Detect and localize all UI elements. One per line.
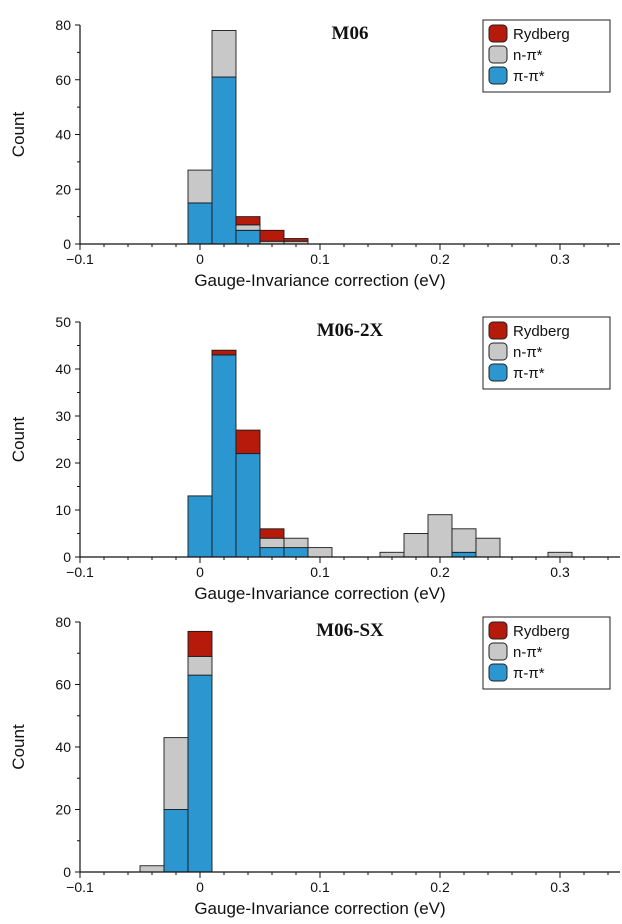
chart-title: M06: [332, 23, 369, 44]
bar-pi-pi-2: [235, 229, 261, 245]
chart-title: M06-2X: [317, 320, 384, 341]
legend-label-pi-pi: π-π*: [513, 365, 545, 382]
y-axis-label: Count: [9, 417, 28, 463]
bar-pi-pi-4: [283, 547, 309, 558]
legend-label-n-pi: n-π*: [513, 344, 543, 361]
x-tick-label: 0.1: [310, 251, 330, 267]
bar-n-pi-2: [235, 224, 261, 231]
y-tick-label: 30: [55, 408, 71, 424]
x-tick-label: 0.1: [310, 564, 330, 580]
y-tick-label: 40: [55, 739, 71, 755]
x-tick-label: 0.3: [550, 251, 570, 267]
x-tick-label: 0: [196, 251, 204, 267]
bar-pi-pi-1: [163, 809, 189, 873]
legend: Rydberg n-π* π-π*: [482, 19, 611, 93]
bar-rydberg-3: [259, 229, 285, 242]
bar-rydberg-3: [259, 528, 285, 539]
legend-swatch-rydberg: [488, 24, 508, 43]
bar-pi-pi-1: [211, 76, 237, 245]
y-tick-label: 0: [63, 864, 71, 880]
legend-label-rydberg: Rydberg: [513, 623, 570, 640]
x-tick-label: 0: [196, 879, 204, 895]
chart-title: M06-SX: [316, 620, 384, 641]
y-tick-label: 0: [63, 236, 71, 252]
y-tick-label: 20: [55, 455, 71, 471]
y-tick-label: 80: [55, 614, 71, 630]
legend-label-n-pi: n-π*: [513, 47, 543, 64]
legend-swatch-pi-pi: [488, 66, 508, 85]
bar-n-pi-5: [307, 547, 333, 558]
legend-swatch-n-pi: [488, 642, 508, 661]
y-tick-label: 10: [55, 502, 71, 518]
bar-n-pi-3: [259, 537, 285, 549]
bar-rydberg-2: [235, 216, 261, 226]
y-tick-label: 60: [55, 677, 71, 693]
legend: Rydberg n-π* π-π*: [482, 616, 611, 690]
bar-rydberg-2: [187, 630, 213, 657]
x-tick-label: 0: [196, 564, 204, 580]
bar-pi-pi-2: [235, 453, 261, 558]
bar-n-pi-0: [187, 169, 213, 204]
bar-n-pi-9: [451, 528, 477, 553]
legend-swatch-pi-pi: [488, 663, 508, 682]
x-tick-label: 0.2: [430, 879, 450, 895]
x-tick-label: 0.3: [550, 564, 570, 580]
x-tick-label: 0.1: [310, 879, 330, 895]
y-axis-label: Count: [9, 112, 28, 158]
bar-rydberg-1: [211, 349, 237, 356]
legend-label-pi-pi: π-π*: [513, 68, 545, 85]
bar-pi-pi-1: [211, 354, 237, 558]
x-tick-label: 0.2: [430, 564, 450, 580]
bar-n-pi-10: [475, 537, 501, 558]
bar-n-pi-4: [283, 537, 309, 549]
bar-n-pi-8: [427, 514, 453, 558]
bar-pi-pi-0: [187, 495, 213, 558]
y-tick-label: 40: [55, 127, 71, 143]
bar-pi-pi-3: [259, 547, 285, 558]
legend-swatch-n-pi: [488, 342, 508, 361]
bar-n-pi-1: [163, 737, 189, 810]
legend-label-rydberg: Rydberg: [513, 323, 570, 340]
x-tick-label: −0.1: [66, 879, 94, 895]
y-tick-label: 20: [55, 802, 71, 818]
bar-n-pi-2: [187, 655, 213, 676]
legend-swatch-n-pi: [488, 45, 508, 64]
bar-n-pi-1: [211, 30, 237, 78]
y-tick-label: 60: [55, 72, 71, 88]
legend-label-n-pi: n-π*: [513, 644, 543, 661]
legend: Rydberg n-π* π-π*: [482, 316, 611, 390]
bar-n-pi-0: [139, 865, 165, 873]
legend-swatch-pi-pi: [488, 363, 508, 382]
bar-n-pi-6: [379, 551, 405, 558]
legend-label-pi-pi: π-π*: [513, 665, 545, 682]
y-tick-label: 80: [55, 17, 71, 33]
y-tick-label: 50: [55, 314, 71, 330]
bar-rydberg-2: [235, 429, 261, 455]
bar-n-pi-11: [547, 551, 573, 558]
x-axis-label: Gauge-Invariance correction (eV): [194, 271, 445, 290]
bar-pi-pi-2: [187, 674, 213, 873]
y-tick-label: 20: [55, 181, 71, 197]
legend-swatch-rydberg: [488, 621, 508, 640]
x-tick-label: −0.1: [66, 251, 94, 267]
bar-pi-pi-9: [451, 551, 477, 558]
x-axis-label: Gauge-Invariance correction (eV): [194, 584, 445, 603]
x-tick-label: 0.3: [550, 879, 570, 895]
y-tick-label: 40: [55, 361, 71, 377]
x-tick-label: 0.2: [430, 251, 450, 267]
bar-rydberg-4: [283, 238, 309, 242]
x-axis-label: Gauge-Invariance correction (eV): [194, 899, 445, 918]
y-axis-label: Count: [9, 724, 28, 770]
y-tick-label: 0: [63, 549, 71, 565]
x-tick-label: −0.1: [66, 564, 94, 580]
bar-n-pi-7: [403, 533, 429, 558]
bar-pi-pi-0: [187, 202, 213, 245]
legend-swatch-rydberg: [488, 321, 508, 340]
legend-label-rydberg: Rydberg: [513, 26, 570, 43]
